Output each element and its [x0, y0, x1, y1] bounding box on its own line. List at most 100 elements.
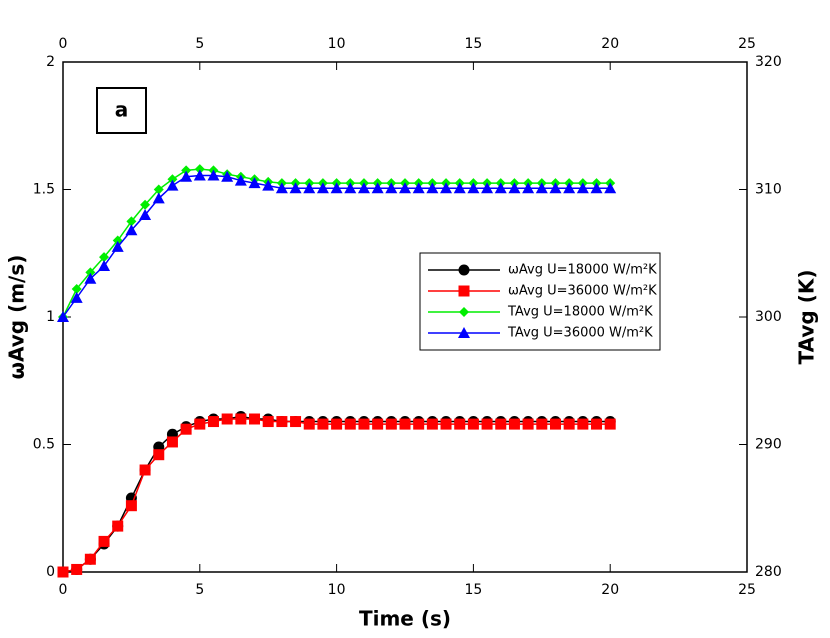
marker — [57, 566, 69, 578]
x-top-tick-label: 5 — [195, 36, 204, 52]
x-tick-label: 25 — [738, 582, 756, 598]
marker — [426, 418, 438, 430]
series-line — [62, 418, 611, 573]
marker — [207, 416, 219, 428]
marker — [467, 182, 480, 194]
marker — [563, 418, 575, 430]
marker — [372, 418, 384, 430]
marker — [590, 182, 603, 194]
legend-label: TAvg U=36000 W/m²K — [507, 326, 653, 341]
marker — [385, 182, 398, 194]
marker — [70, 291, 83, 303]
marker — [262, 416, 274, 428]
marker — [358, 418, 370, 430]
marker — [262, 179, 275, 191]
marker — [412, 182, 425, 194]
marker — [549, 182, 562, 194]
marker — [275, 182, 288, 194]
marker — [454, 418, 466, 430]
legend-label: ωAvg U=18000 W/m²K — [508, 263, 657, 278]
y-tick-label: 0 — [46, 564, 55, 580]
annotation-box — [96, 87, 147, 134]
marker — [604, 182, 617, 194]
marker — [194, 418, 206, 430]
marker — [481, 418, 493, 430]
marker — [344, 418, 356, 430]
marker — [563, 182, 576, 194]
marker — [71, 563, 83, 575]
marker — [166, 436, 178, 448]
y-tick-label: 0.5 — [33, 437, 55, 453]
marker — [549, 418, 561, 430]
marker — [399, 418, 411, 430]
legend-label: ωAvg U=36000 W/m²K — [508, 284, 657, 299]
marker — [153, 184, 164, 195]
marker — [522, 182, 535, 194]
marker — [125, 224, 138, 236]
marker — [536, 418, 548, 430]
marker — [181, 165, 192, 176]
marker — [221, 170, 234, 182]
marker — [467, 418, 479, 430]
y2-tick-label: 290 — [755, 437, 782, 453]
marker — [276, 416, 288, 428]
y2-tick-label: 320 — [755, 54, 782, 70]
marker — [371, 182, 384, 194]
marker — [508, 182, 521, 194]
x-top-tick-label: 15 — [464, 36, 482, 52]
marker — [495, 418, 507, 430]
y2-tick-label: 280 — [755, 564, 782, 580]
y-tick-label: 1.5 — [33, 182, 55, 198]
marker — [140, 199, 151, 210]
x-top-tick-label: 0 — [59, 36, 68, 52]
marker — [139, 464, 151, 476]
marker — [577, 418, 589, 430]
marker — [125, 500, 137, 512]
marker — [440, 182, 453, 194]
marker — [57, 311, 69, 322]
x-top-tick-label: 10 — [328, 36, 346, 52]
marker — [84, 553, 96, 565]
marker — [331, 418, 343, 430]
marker — [535, 182, 548, 194]
x-tick-label: 0 — [59, 582, 68, 598]
x-top-tick-label: 25 — [738, 36, 756, 52]
marker — [221, 413, 233, 425]
marker — [303, 182, 316, 194]
x-tick-label: 10 — [328, 582, 346, 598]
marker — [508, 418, 520, 430]
marker — [453, 182, 466, 194]
marker — [290, 416, 302, 428]
x-tick-label: 20 — [601, 582, 619, 598]
legend-marker — [458, 264, 470, 276]
marker — [357, 182, 370, 194]
marker — [194, 164, 205, 175]
x-top-tick-label: 20 — [601, 36, 619, 52]
marker — [193, 169, 206, 181]
marker — [235, 413, 247, 425]
marker — [112, 520, 124, 532]
marker — [494, 182, 507, 194]
x-tick-label: 5 — [195, 582, 204, 598]
marker — [604, 418, 616, 430]
annotation: a — [115, 98, 129, 122]
marker — [126, 216, 137, 227]
marker — [180, 423, 192, 435]
marker — [576, 182, 589, 194]
marker — [71, 283, 82, 294]
marker — [99, 252, 110, 263]
y-tick-label: 1 — [46, 309, 55, 325]
marker — [303, 418, 315, 430]
marker — [167, 174, 178, 185]
x-tick-label: 15 — [464, 582, 482, 598]
legend-label: TAvg U=18000 W/m²K — [507, 305, 653, 320]
marker — [98, 535, 110, 547]
legend-marker — [458, 327, 470, 338]
y2-axis-label: TAvg (K) — [795, 270, 819, 365]
y2-tick-label: 310 — [755, 182, 782, 198]
marker — [413, 418, 425, 430]
marker — [426, 182, 439, 194]
marker — [234, 174, 247, 186]
marker — [248, 177, 261, 189]
